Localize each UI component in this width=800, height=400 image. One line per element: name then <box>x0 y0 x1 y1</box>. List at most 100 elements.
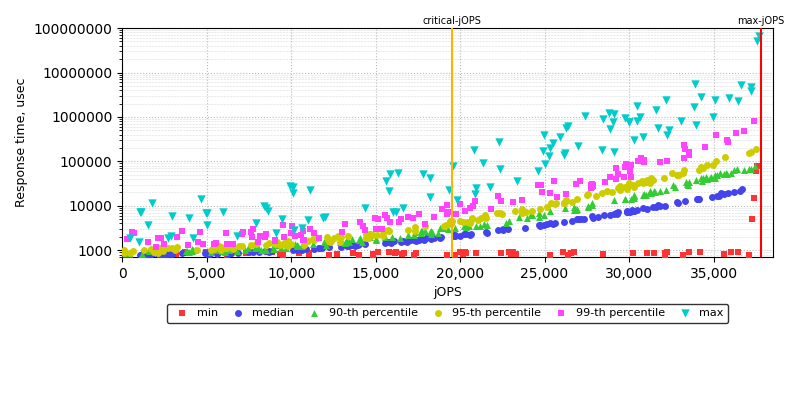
median <box>727 189 740 196</box>
median <box>652 202 665 208</box>
99-th percentile <box>721 136 734 143</box>
median <box>201 251 214 258</box>
min <box>494 250 507 256</box>
min <box>323 252 336 258</box>
median <box>158 252 170 258</box>
90-th percentile <box>644 188 657 194</box>
median <box>434 235 446 242</box>
90-th percentile <box>582 204 594 210</box>
90-th percentile <box>474 223 486 229</box>
99-th percentile <box>304 226 317 232</box>
95-th percentile <box>490 210 503 216</box>
99-th percentile <box>407 214 420 221</box>
min <box>742 252 755 258</box>
90-th percentile <box>628 192 641 199</box>
median <box>607 211 620 217</box>
90-th percentile <box>188 246 201 253</box>
95-th percentile <box>438 223 450 229</box>
max <box>318 214 331 220</box>
90-th percentile <box>414 228 427 234</box>
min <box>371 249 384 255</box>
90-th percentile <box>268 246 281 252</box>
median <box>322 243 335 250</box>
95-th percentile <box>749 146 762 152</box>
median <box>349 243 362 250</box>
median <box>448 232 461 239</box>
95-th percentile <box>154 245 166 251</box>
99-th percentile <box>678 142 690 148</box>
90-th percentile <box>222 247 235 254</box>
median <box>353 241 366 248</box>
95-th percentile <box>204 247 217 253</box>
95-th percentile <box>259 242 272 248</box>
max <box>161 235 174 241</box>
90-th percentile <box>415 228 428 234</box>
Text: critical-jOPS: critical-jOPS <box>422 16 481 26</box>
95-th percentile <box>270 239 283 245</box>
99-th percentile <box>710 132 722 138</box>
min <box>751 162 764 169</box>
90-th percentile <box>219 249 232 255</box>
min <box>266 248 278 255</box>
90-th percentile <box>251 244 264 250</box>
95-th percentile <box>658 174 671 181</box>
95-th percentile <box>606 189 618 196</box>
90-th percentile <box>628 193 641 199</box>
90-th percentile <box>120 250 133 256</box>
95-th percentile <box>220 245 233 251</box>
90-th percentile <box>618 196 631 202</box>
90-th percentile <box>343 239 356 245</box>
90-th percentile <box>718 171 731 177</box>
95-th percentile <box>162 245 174 252</box>
95-th percentile <box>331 233 344 240</box>
99-th percentile <box>154 235 167 241</box>
min <box>407 252 420 258</box>
99-th percentile <box>227 241 240 247</box>
95-th percentile <box>334 238 346 245</box>
median <box>334 244 347 250</box>
max <box>483 184 496 190</box>
99-th percentile <box>376 226 389 232</box>
95-th percentile <box>719 154 732 160</box>
median <box>397 238 410 244</box>
90-th percentile <box>423 229 436 236</box>
99-th percentile <box>209 240 222 247</box>
90-th percentile <box>210 247 223 254</box>
median <box>204 250 217 257</box>
min <box>410 250 422 256</box>
max <box>386 208 399 215</box>
max <box>618 115 631 121</box>
median <box>603 212 616 218</box>
95-th percentile <box>517 208 530 215</box>
95-th percentile <box>278 239 290 246</box>
90-th percentile <box>187 247 200 253</box>
min <box>718 251 730 257</box>
95-th percentile <box>494 210 507 216</box>
min <box>470 250 482 256</box>
max <box>467 147 480 154</box>
99-th percentile <box>276 222 289 229</box>
90-th percentile <box>458 222 471 228</box>
median <box>418 237 431 243</box>
90-th percentile <box>679 178 692 185</box>
99-th percentile <box>620 161 633 168</box>
99-th percentile <box>207 241 220 248</box>
90-th percentile <box>618 196 631 203</box>
min <box>449 252 462 258</box>
95-th percentile <box>207 246 220 252</box>
max <box>707 114 720 120</box>
max <box>537 148 550 154</box>
max <box>450 196 463 203</box>
90-th percentile <box>695 175 708 181</box>
95-th percentile <box>475 215 488 221</box>
max <box>276 216 289 222</box>
median <box>626 207 638 213</box>
99-th percentile <box>618 164 631 170</box>
99-th percentile <box>585 182 598 188</box>
99-th percentile <box>428 213 441 220</box>
median <box>299 246 312 252</box>
median <box>558 219 570 225</box>
median <box>313 245 326 252</box>
median <box>292 245 305 252</box>
95-th percentile <box>401 227 414 233</box>
